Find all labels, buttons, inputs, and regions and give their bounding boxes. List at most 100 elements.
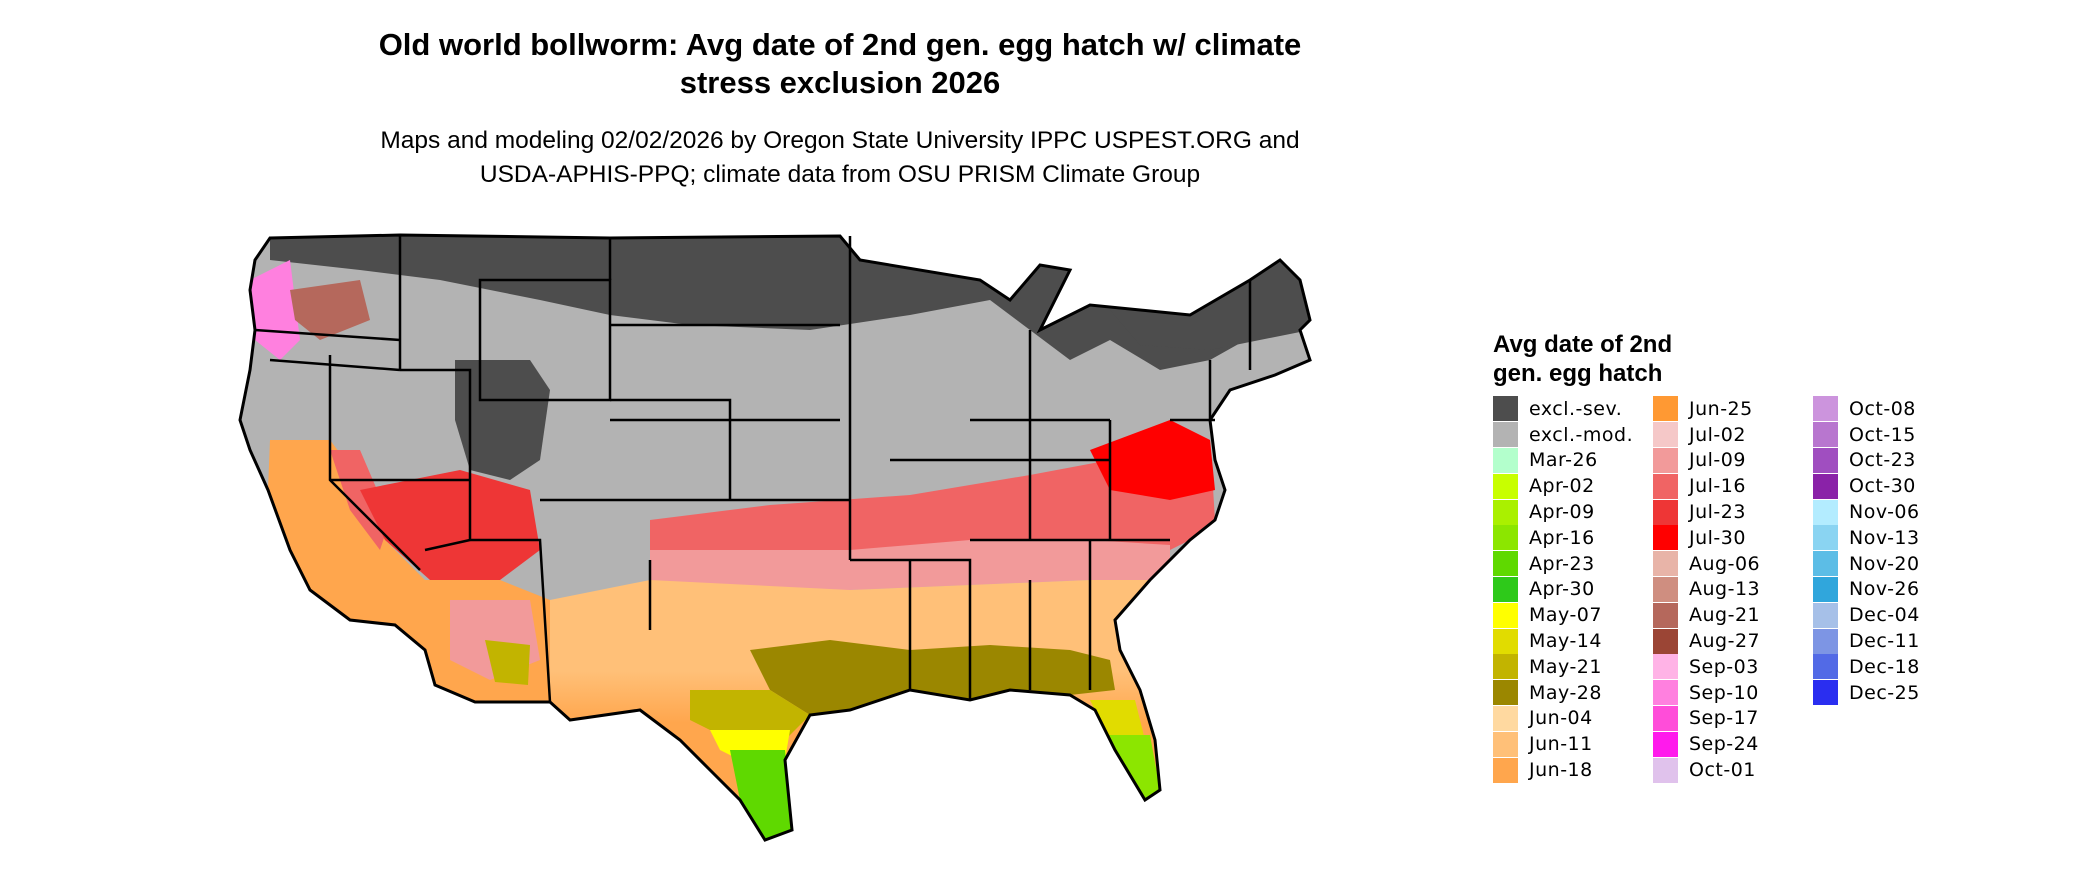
legend-item: Oct-01 [1653,757,1760,783]
legend-item: Aug-21 [1653,602,1760,628]
legend-label: Aug-06 [1689,552,1761,575]
legend-label: Dec-25 [1849,681,1920,704]
legend-item: May-07 [1493,602,1633,628]
legend-label: Jul-02 [1689,423,1746,446]
legend-swatch [1653,654,1678,680]
legend-label: Apr-02 [1529,475,1595,498]
legend-label: Oct-23 [1849,449,1916,472]
legend-item: Jun-25 [1653,396,1760,422]
legend-swatch [1653,680,1678,706]
legend-swatch [1653,447,1678,473]
legend-item: Jun-11 [1493,731,1633,757]
legend-item: Jul-23 [1653,499,1760,525]
legend-label: Jul-23 [1689,501,1746,524]
legend-item: Jul-30 [1653,525,1760,551]
legend-label: May-07 [1529,604,1602,627]
legend-item: Nov-26 [1813,576,1920,603]
legend-swatch [1493,499,1518,525]
legend-item: Apr-16 [1493,525,1633,551]
legend-item: Jun-04 [1493,705,1633,732]
legend-label: Nov-26 [1849,578,1920,601]
legend-item: Dec-25 [1813,680,1920,706]
legend-swatch [1653,602,1678,628]
legend-column-3: Oct-08 Oct-15 Oct-23 Oct-30 Nov-06 Nov-1… [1813,396,1920,706]
legend-item: Mar-26 [1493,447,1633,474]
legend-item: Oct-23 [1813,447,1920,474]
legend-label: Sep-24 [1689,733,1759,756]
legend-label: Aug-27 [1689,630,1761,653]
legend-swatch [1653,757,1678,783]
legend-item: Nov-06 [1813,499,1920,525]
legend-swatch [1653,473,1678,499]
legend-item: Apr-02 [1493,473,1633,499]
legend-swatch [1493,525,1518,551]
legend-swatch [1813,473,1838,499]
legend-swatch [1493,551,1518,577]
legend-item: excl.-mod. [1493,422,1633,448]
legend-item: May-28 [1493,680,1633,706]
legend-label: Apr-23 [1529,552,1595,575]
legend-item: May-21 [1493,654,1633,680]
legend-label: Nov-06 [1849,501,1920,524]
legend-label: Oct-15 [1849,423,1916,446]
legend-label: Apr-30 [1529,578,1595,601]
legend-swatch [1493,396,1518,422]
legend-swatch [1493,705,1518,731]
legend-swatch [1653,576,1678,602]
legend-swatch [1493,654,1518,680]
legend-label: Jun-18 [1529,759,1593,782]
legend-item: Jul-02 [1653,422,1760,448]
legend-column-1: excl.-sev. excl.-mod. Mar-26 Apr-02 Apr-… [1493,396,1633,783]
legend-item: Dec-04 [1813,602,1920,628]
legend-swatch [1493,680,1518,706]
legend-item: Apr-23 [1493,551,1633,577]
legend-swatch [1813,396,1838,422]
legend-label: Sep-17 [1689,707,1759,730]
map-subtitle: Maps and modeling 02/02/2026 by Oregon S… [380,127,1300,188]
legend-label: Dec-11 [1849,630,1920,653]
legend-swatch [1813,551,1838,577]
legend-item: Oct-30 [1813,473,1920,499]
us-map [238,233,1312,842]
legend-item: Sep-24 [1653,731,1760,757]
legend-item: Sep-10 [1653,680,1760,706]
legend-label: Sep-03 [1689,655,1759,678]
legend-item: excl.-sev. [1493,396,1633,422]
legend-swatch [1813,654,1838,680]
legend-swatch [1813,422,1838,448]
legend-label: Dec-04 [1849,604,1920,627]
legend-swatch [1813,499,1838,525]
legend-label: Sep-10 [1689,681,1759,704]
legend-swatch [1493,422,1518,448]
legend-label: Dec-18 [1849,655,1920,678]
legend-swatch [1653,499,1678,525]
legend-item: Jun-18 [1493,757,1633,783]
legend-swatch [1653,525,1678,551]
legend-label: Jul-30 [1689,526,1746,549]
legend-item: Aug-06 [1653,551,1760,577]
legend-label: Jun-25 [1689,397,1753,420]
legend-swatch [1493,473,1518,499]
legend-label: Oct-08 [1849,397,1916,420]
legend-item: Oct-08 [1813,396,1920,422]
legend-label: May-21 [1529,655,1602,678]
legend-label: Aug-13 [1689,578,1761,601]
legend-swatch [1813,602,1838,628]
legend-swatch [1653,422,1678,448]
legend-label: Jun-04 [1529,707,1593,730]
legend-item: Nov-13 [1813,525,1920,551]
legend-item: Apr-09 [1493,499,1633,525]
legend-swatch [1493,731,1518,757]
legend-swatch [1493,757,1518,783]
legend-label: Oct-01 [1689,759,1756,782]
legend-label: May-14 [1529,630,1602,653]
legend-swatch [1813,525,1838,551]
legend-swatch [1493,447,1518,473]
legend-item: Dec-18 [1813,654,1920,680]
legend-item: Jul-09 [1653,447,1760,474]
legend-item: Dec-11 [1813,628,1920,654]
legend-label: Oct-30 [1849,475,1916,498]
legend-swatch [1653,705,1678,731]
legend-label: May-28 [1529,681,1602,704]
legend-label: Apr-09 [1529,501,1595,524]
